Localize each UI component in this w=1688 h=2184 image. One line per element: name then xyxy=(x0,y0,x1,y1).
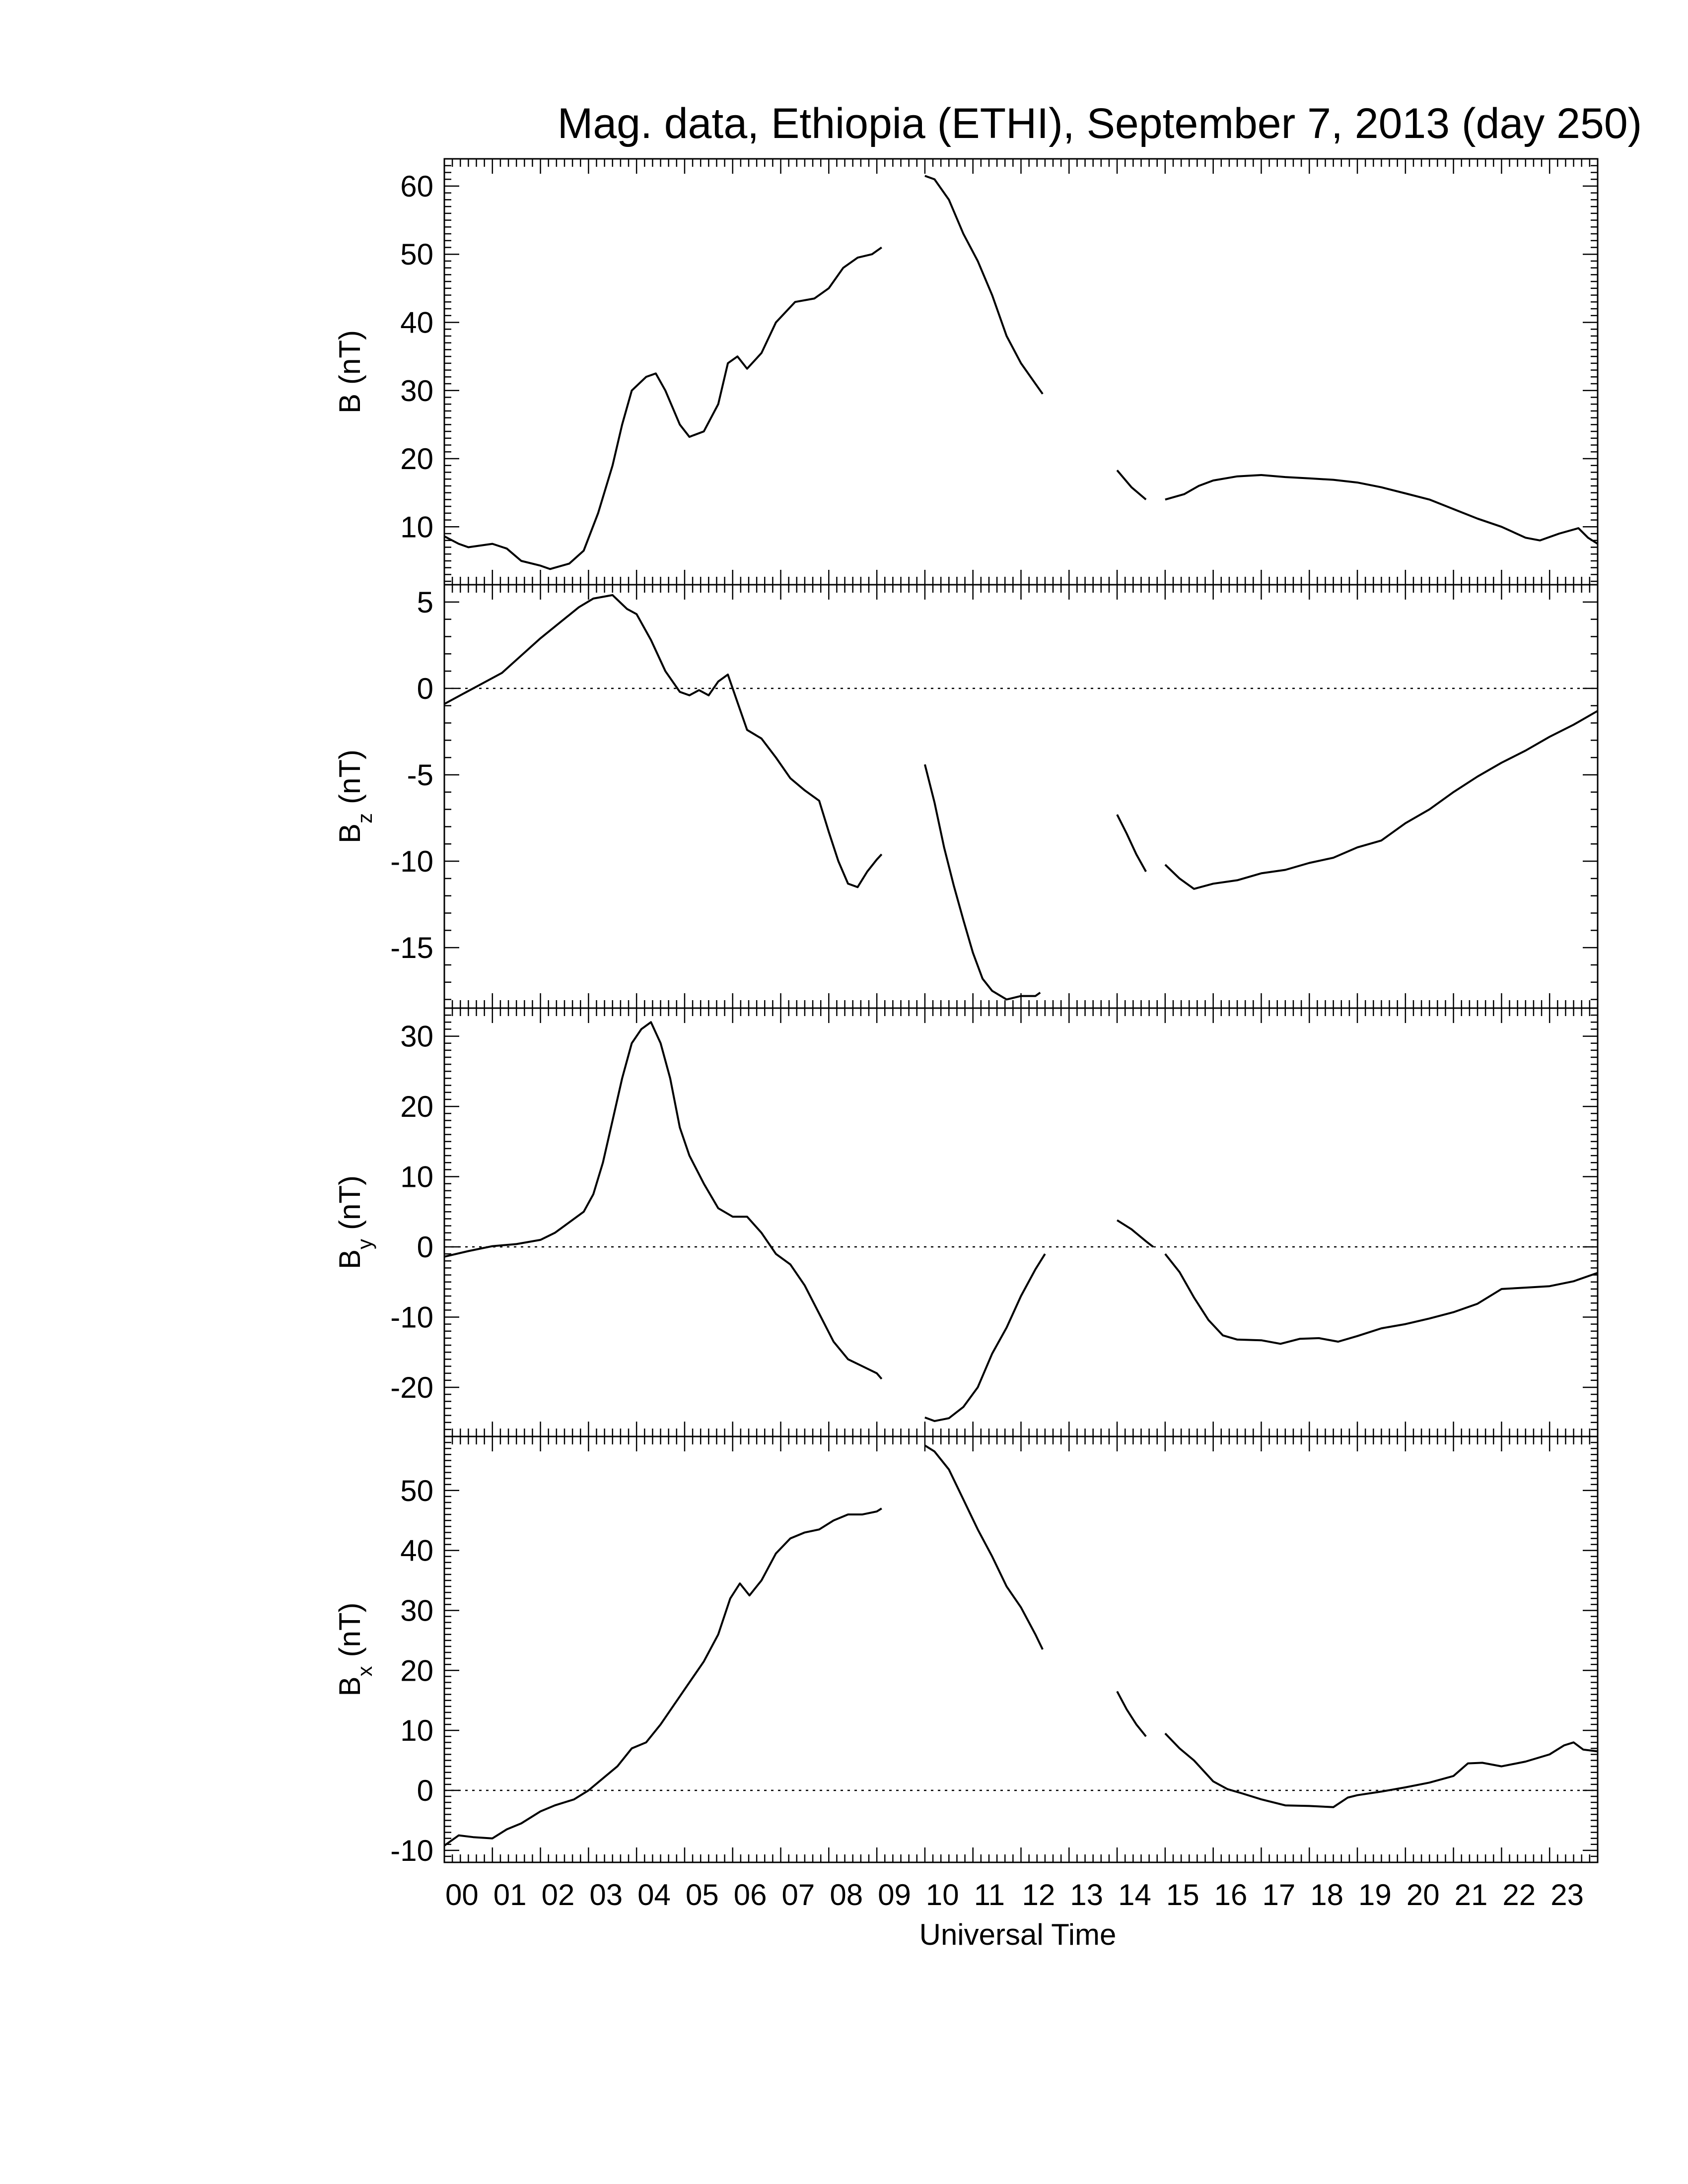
y-tick-label: 30 xyxy=(400,1594,433,1627)
y-tick-label: 50 xyxy=(400,238,433,271)
panel-Bx: 50 40 30 20 10 0 -10 Bx (nT) xyxy=(333,1435,1599,1867)
x-tick-label: 19 xyxy=(1358,1878,1392,1911)
x-tick-label: 14 xyxy=(1118,1878,1151,1911)
series-line-Bz-segment-2 xyxy=(1116,814,1147,872)
panels: 102030405060B(nT)50-5-10-15Bz(nT)3020100… xyxy=(333,158,1599,1867)
y-axis-label-main: B xyxy=(333,1249,366,1269)
y-axis-label-Bx: Bx (nT) xyxy=(333,1602,376,1696)
series-line-By-segment-3 xyxy=(1164,1253,1598,1345)
y-tick-label: -15 xyxy=(390,931,433,964)
x-tick-label: 23 xyxy=(1550,1878,1584,1911)
series-line-Bz-segment-0 xyxy=(444,594,883,888)
y-tick-label: 0 xyxy=(417,1774,433,1807)
y-axis-label-unit: (nT) xyxy=(333,1602,366,1657)
y-tick-label: 60 xyxy=(400,170,433,203)
y-axis-label-Bz: Bz (nT) xyxy=(333,750,376,843)
y-tick-label: 0 xyxy=(417,672,433,705)
x-tick-label: 00 xyxy=(445,1878,479,1911)
y-axis-label-unit: (nT) xyxy=(333,1175,366,1230)
series-line-Bx-segment-1 xyxy=(924,1444,1044,1650)
series-line-By-segment-2 xyxy=(1117,1219,1154,1248)
series-line-By-segment-1 xyxy=(924,1253,1046,1422)
x-tick-label: 01 xyxy=(493,1878,527,1911)
x-tick-label: 18 xyxy=(1310,1878,1343,1911)
panel-Bz: 5 0 -5 -10 -15 Bz (nT) xyxy=(333,584,1599,1009)
y-tick-label: -20 xyxy=(390,1371,433,1404)
x-axis-label: Universal Time xyxy=(919,1918,1117,1951)
series-line-Bz-segment-3 xyxy=(1164,710,1598,890)
panel-By: 30 20 10 0 -10 -20 By (nT) xyxy=(333,1007,1599,1437)
series-line-Bz-segment-1 xyxy=(923,764,1041,1001)
y-axis-label-main: B xyxy=(333,823,366,843)
x-tick-labels: 00 01 02 03 04 05 06 07 08 09 10 11 12 13 14 15 16 17 18 19… xyxy=(445,1878,1584,1911)
x-tick-label: 21 xyxy=(1455,1878,1488,1911)
y-tick-label: 10 xyxy=(400,510,433,544)
x-tick-label: 05 xyxy=(686,1878,719,1911)
x-tick-label: 08 xyxy=(830,1878,863,1911)
y-axis-label-main: B xyxy=(333,394,366,413)
x-tick-label: 11 xyxy=(974,1878,1005,1911)
series-line-By-segment-0 xyxy=(444,1021,883,1380)
y-tick-label: 30 xyxy=(400,1020,433,1053)
y-axis-label-By: By (nT) xyxy=(333,1175,376,1269)
x-tick-label: 20 xyxy=(1407,1878,1440,1911)
y-tick-label: 10 xyxy=(400,1160,433,1194)
y-axis-label-unit: (nT) xyxy=(333,330,366,385)
y-tick-label: -10 xyxy=(390,1300,433,1334)
y-tick-label: 20 xyxy=(400,1654,433,1687)
y-axis-label-subscript: z xyxy=(353,813,376,823)
x-tick-label: 03 xyxy=(589,1878,623,1911)
y-tick-label: 30 xyxy=(400,374,433,408)
x-tick-label: 17 xyxy=(1262,1878,1295,1911)
y-tick-label: 20 xyxy=(400,442,433,476)
x-tick-label: 07 xyxy=(782,1878,815,1911)
y-tick-label: -10 xyxy=(390,1834,433,1867)
y-tick-label: -5 xyxy=(407,758,433,792)
series-line-B-segment-3 xyxy=(1165,474,1599,545)
y-tick-label: 20 xyxy=(400,1090,433,1123)
y-tick-label: 40 xyxy=(400,306,433,339)
x-tick-label: 06 xyxy=(734,1878,767,1911)
y-axis-label-unit: (nT) xyxy=(333,750,366,804)
x-tick-label: 12 xyxy=(1022,1878,1055,1911)
x-tick-label: 02 xyxy=(542,1878,575,1911)
x-tick-label: 10 xyxy=(926,1878,959,1911)
y-tick-label: 5 xyxy=(417,586,433,619)
series-line-B-segment-2 xyxy=(1116,470,1147,500)
x-tick-label: 22 xyxy=(1502,1878,1536,1911)
x-tick-label: 13 xyxy=(1070,1878,1103,1911)
panel-B: 10 20 30 40 50 60 B (nT) xyxy=(333,158,1599,586)
series-line-Bx-segment-2 xyxy=(1116,1691,1147,1737)
x-tick-label: 16 xyxy=(1214,1878,1248,1911)
chart-title: Mag. data, Ethiopia (ETHI), September 7,… xyxy=(558,100,1642,147)
x-tick-label: 09 xyxy=(878,1878,911,1911)
series-line-Bx-segment-0 xyxy=(443,1507,882,1846)
y-axis-label-B: B (nT) xyxy=(333,330,366,413)
y-tick-label: 0 xyxy=(417,1230,433,1264)
x-tick-label: 15 xyxy=(1166,1878,1199,1911)
series-line-B-segment-1 xyxy=(924,175,1044,395)
y-axis-label-subscript: y xyxy=(353,1239,376,1249)
y-tick-label: 40 xyxy=(400,1534,433,1568)
y-tick-label: 10 xyxy=(400,1714,433,1747)
y-tick-label: 50 xyxy=(400,1474,433,1507)
x-tick-label: 04 xyxy=(637,1878,671,1911)
y-axis-label-subscript: x xyxy=(353,1666,376,1676)
series-line-B-segment-0 xyxy=(444,246,882,570)
y-axis-label-main: B xyxy=(333,1676,366,1696)
y-tick-label: -10 xyxy=(390,845,433,878)
series-line-Bx-segment-3 xyxy=(1164,1732,1598,1808)
